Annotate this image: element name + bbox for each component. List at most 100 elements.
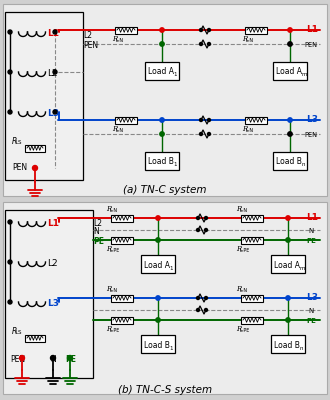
Text: Load B: Load B xyxy=(276,158,302,166)
Text: L3: L3 xyxy=(306,292,318,302)
Circle shape xyxy=(200,118,203,122)
Text: LS: LS xyxy=(16,140,22,146)
Bar xyxy=(141,255,175,273)
Text: Load A: Load A xyxy=(276,68,302,76)
Text: L1: L1 xyxy=(306,212,318,222)
Bar xyxy=(111,214,133,222)
Text: R: R xyxy=(106,245,111,253)
Bar xyxy=(271,335,305,353)
Circle shape xyxy=(8,30,12,34)
Text: L-N: L-N xyxy=(110,208,118,213)
Text: L1: L1 xyxy=(47,30,59,38)
Bar xyxy=(3,202,327,394)
Circle shape xyxy=(50,356,55,360)
Circle shape xyxy=(286,238,290,242)
Text: LS: LS xyxy=(16,330,22,336)
Text: N: N xyxy=(93,226,99,236)
Bar xyxy=(241,316,263,324)
Text: L2: L2 xyxy=(93,218,102,228)
Bar xyxy=(111,294,133,302)
Text: L3: L3 xyxy=(47,110,59,118)
Text: n: n xyxy=(301,162,305,168)
Text: PEN: PEN xyxy=(10,356,25,364)
Text: L-N: L-N xyxy=(116,128,124,133)
Bar xyxy=(241,236,263,244)
Circle shape xyxy=(156,318,160,322)
Text: L2: L2 xyxy=(47,70,58,78)
Text: Load A: Load A xyxy=(274,260,300,270)
Circle shape xyxy=(8,260,12,264)
Circle shape xyxy=(160,42,164,46)
Bar xyxy=(245,26,267,34)
Circle shape xyxy=(53,30,57,34)
Circle shape xyxy=(19,356,24,360)
Text: PEN: PEN xyxy=(12,164,27,172)
Text: Load A: Load A xyxy=(144,260,170,270)
Circle shape xyxy=(8,220,12,224)
Text: R: R xyxy=(112,35,117,43)
Text: L-N: L-N xyxy=(246,128,254,133)
Text: L-N: L-N xyxy=(110,288,118,293)
Circle shape xyxy=(205,296,208,300)
Text: m: m xyxy=(301,72,307,78)
Text: PE: PE xyxy=(93,236,104,246)
Text: L-N: L-N xyxy=(240,208,248,213)
Text: PE: PE xyxy=(306,318,316,324)
Text: R: R xyxy=(236,285,241,293)
Text: R: R xyxy=(106,205,111,213)
Bar xyxy=(273,152,307,170)
Text: (b) TN-C-S system: (b) TN-C-S system xyxy=(118,385,212,395)
Bar xyxy=(245,116,267,124)
Text: N: N xyxy=(308,308,313,314)
Text: 1: 1 xyxy=(173,72,177,78)
Circle shape xyxy=(156,296,160,300)
Text: m: m xyxy=(299,266,305,270)
Circle shape xyxy=(288,118,292,122)
Circle shape xyxy=(208,28,211,32)
Text: L1: L1 xyxy=(47,220,59,228)
Text: n: n xyxy=(299,346,303,350)
Circle shape xyxy=(205,308,208,312)
Bar xyxy=(241,294,263,302)
Circle shape xyxy=(200,42,203,46)
Bar xyxy=(5,210,93,378)
Circle shape xyxy=(32,166,38,170)
Circle shape xyxy=(205,216,208,220)
Text: PE: PE xyxy=(306,238,316,244)
Text: L2: L2 xyxy=(47,260,58,268)
Circle shape xyxy=(68,356,73,360)
Bar xyxy=(115,116,137,124)
Circle shape xyxy=(286,318,290,322)
Text: PEN: PEN xyxy=(304,132,317,138)
Circle shape xyxy=(196,216,200,220)
Text: Load B: Load B xyxy=(148,158,174,166)
Circle shape xyxy=(200,132,203,136)
Text: R: R xyxy=(12,136,17,146)
Circle shape xyxy=(53,70,57,74)
Bar xyxy=(111,316,133,324)
Text: 1: 1 xyxy=(173,162,177,168)
Text: R: R xyxy=(242,125,247,133)
Bar xyxy=(241,214,263,222)
Bar xyxy=(111,236,133,244)
Circle shape xyxy=(200,28,203,32)
Bar xyxy=(5,12,83,180)
Circle shape xyxy=(196,308,200,312)
Text: L3: L3 xyxy=(306,114,318,124)
Circle shape xyxy=(288,132,292,136)
Text: L-PE: L-PE xyxy=(240,248,250,253)
Text: Load A: Load A xyxy=(148,68,174,76)
Text: L-PE: L-PE xyxy=(110,248,120,253)
Text: PEN: PEN xyxy=(83,40,98,50)
Text: 1: 1 xyxy=(169,266,173,270)
Text: L-N: L-N xyxy=(240,288,248,293)
Circle shape xyxy=(8,70,12,74)
Circle shape xyxy=(208,42,211,46)
Text: Load B: Load B xyxy=(274,340,300,350)
Text: L3: L3 xyxy=(47,300,59,308)
Text: R: R xyxy=(112,125,117,133)
Circle shape xyxy=(8,300,12,304)
Circle shape xyxy=(196,228,200,232)
Text: R: R xyxy=(106,325,111,333)
Text: R: R xyxy=(236,205,241,213)
